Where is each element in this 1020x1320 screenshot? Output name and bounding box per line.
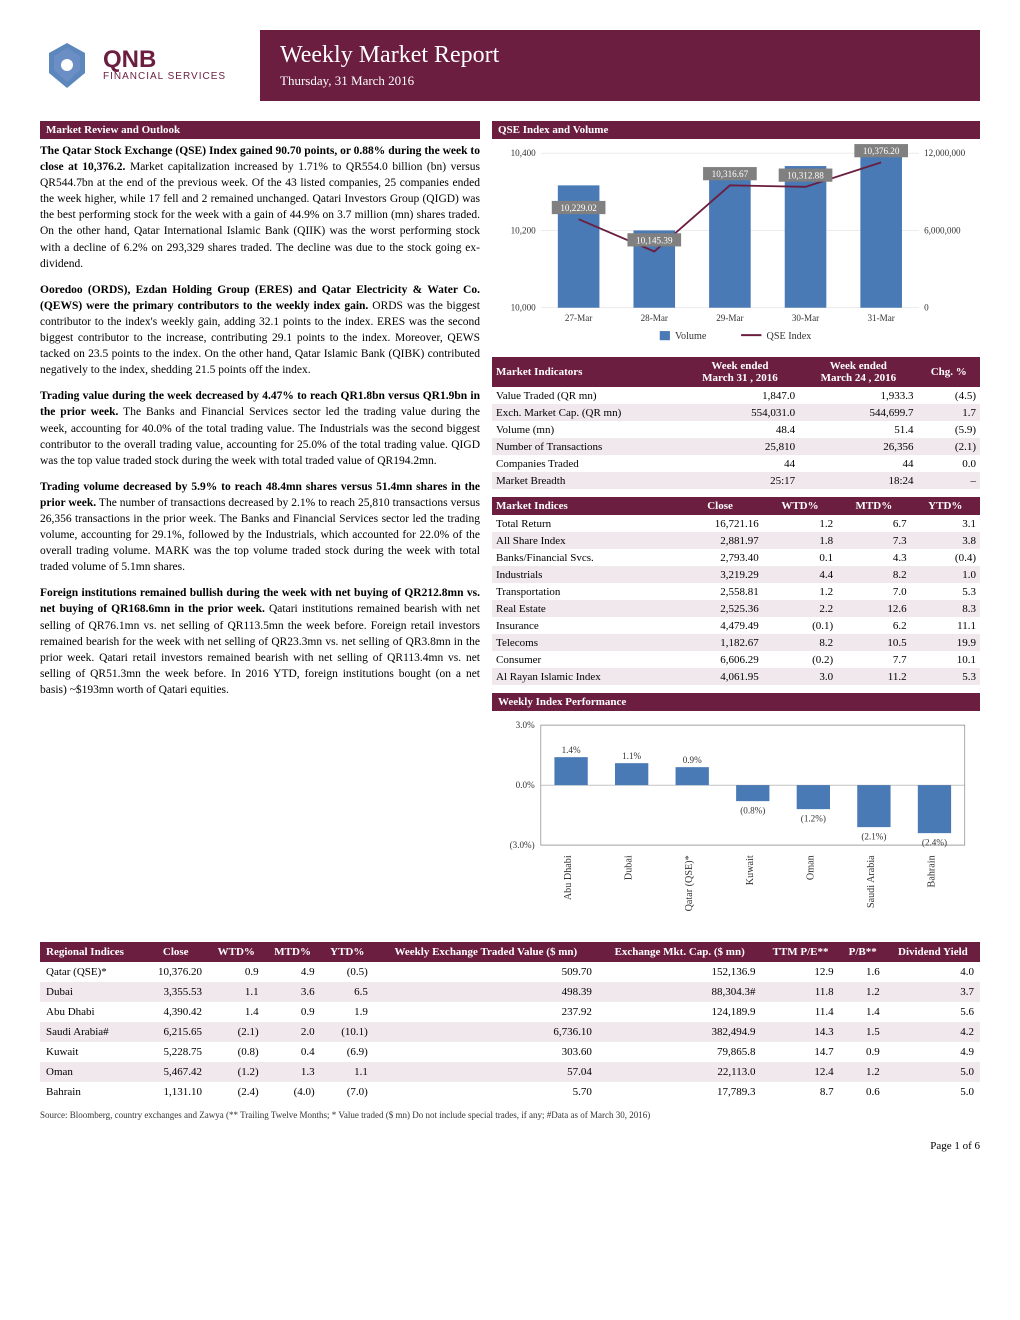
market-indices-table: Market IndicesCloseWTD%MTD%YTD%Total Ret… xyxy=(492,497,980,685)
svg-text:Bahrain: Bahrain xyxy=(926,856,937,888)
table-row: Kuwait5,228.75(0.8)0.4(6.9)303.6079,865.… xyxy=(40,1042,980,1062)
qse-index-header: QSE Index and Volume xyxy=(492,121,980,139)
svg-text:Saudi Arabia: Saudi Arabia xyxy=(866,855,877,908)
report-date: Thursday, 31 March 2016 xyxy=(280,73,960,89)
svg-text:27-Mar: 27-Mar xyxy=(565,313,592,323)
table-row: Real Estate2,525.362.212.68.3 xyxy=(492,600,980,617)
regional-indices-table: Regional IndicesCloseWTD%MTD%YTD%Weekly … xyxy=(40,942,980,1102)
svg-text:1.1%: 1.1% xyxy=(622,751,641,761)
table-row: Dubai3,355.531.13.66.5498.3988,304.3#11.… xyxy=(40,982,980,1002)
svg-text:Abu Dhabi: Abu Dhabi xyxy=(563,855,574,900)
qse-index-volume-chart: 10,000 10,200 10,400 0 6,000,000 12,000,000 10… xyxy=(492,143,980,346)
weekly-perf-header: Weekly Index Performance xyxy=(492,693,980,711)
table-row: Banks/Financial Svcs.2,793.400.14.3(0.4) xyxy=(492,549,980,566)
body-paragraph: Trading volume decreased by 5.9% to reac… xyxy=(40,479,480,576)
source-note: Source: Bloomberg, country exchanges and… xyxy=(40,1110,980,1120)
table-row: Exch. Market Cap. (QR mn)554,031.0544,69… xyxy=(492,404,980,421)
svg-text:30-Mar: 30-Mar xyxy=(792,313,819,323)
table-row: Telecoms1,182.678.210.519.9 xyxy=(492,634,980,651)
svg-text:10,145.39: 10,145.39 xyxy=(636,235,673,245)
table-row: Oman5,467.42(1.2)1.31.157.0422,113.012.4… xyxy=(40,1062,980,1082)
table-row: Volume (mn)48.451.4(5.9) xyxy=(492,421,980,438)
body-paragraph: Ooredoo (ORDS), Ezdan Holding Group (ERE… xyxy=(40,282,480,379)
logo-block: QNB FINANCIAL SERVICES xyxy=(40,38,260,93)
svg-text:(2.1%): (2.1%) xyxy=(861,832,886,842)
svg-text:Oman: Oman xyxy=(805,856,816,881)
table-row: All Share Index2,881.971.87.33.8 xyxy=(492,532,980,549)
svg-text:Kuwait: Kuwait xyxy=(745,855,756,885)
page-number: Page 1 of 6 xyxy=(930,1140,980,1152)
svg-text:Volume: Volume xyxy=(675,331,707,342)
svg-text:6,000,000: 6,000,000 xyxy=(924,225,961,235)
table-row: Consumer6,606.29(0.2)7.710.1 xyxy=(492,651,980,668)
table-row: Number of Transactions25,81026,356(2.1) xyxy=(492,438,980,455)
table-row: Market Breadth25:1718:24– xyxy=(492,472,980,489)
svg-text:(0.8%): (0.8%) xyxy=(740,806,765,816)
table-row: Industrials3,219.294.48.21.0 xyxy=(492,566,980,583)
body-paragraph: Trading value during the week decreased … xyxy=(40,388,480,468)
svg-text:29-Mar: 29-Mar xyxy=(716,313,743,323)
svg-text:Qatar (QSE)*: Qatar (QSE)* xyxy=(684,856,695,912)
page-footer: Page 1 of 6 xyxy=(40,1140,980,1152)
svg-text:10,400: 10,400 xyxy=(511,148,537,158)
svg-text:(3.0%): (3.0%) xyxy=(510,841,535,851)
svg-text:10,312.88: 10,312.88 xyxy=(787,171,824,181)
body-paragraph: Foreign institutions remained bullish du… xyxy=(40,585,480,698)
svg-text:QSE Index: QSE Index xyxy=(766,331,811,342)
body-paragraphs: The Qatar Stock Exchange (QSE) Index gai… xyxy=(40,143,480,698)
report-header: QNB FINANCIAL SERVICES Weekly Market Rep… xyxy=(40,30,980,101)
table-row: Insurance4,479.49(0.1)6.211.1 xyxy=(492,617,980,634)
body-paragraph: The Qatar Stock Exchange (QSE) Index gai… xyxy=(40,143,480,272)
qnb-logo-icon xyxy=(40,38,95,93)
right-column: QSE Index and Volume 10,000 10,200 10,400 0… xyxy=(492,121,980,930)
table-row: Abu Dhabi4,390.421.40.91.9237.92124,189.… xyxy=(40,1002,980,1022)
svg-text:10,000: 10,000 xyxy=(511,303,537,313)
svg-text:10,200: 10,200 xyxy=(511,225,537,235)
title-bar: Weekly Market Report Thursday, 31 March … xyxy=(260,30,980,101)
svg-text:10,316.67: 10,316.67 xyxy=(712,169,749,179)
svg-text:31-Mar: 31-Mar xyxy=(867,313,894,323)
left-column: Market Review and Outlook The Qatar Stoc… xyxy=(40,121,480,930)
content-columns: Market Review and Outlook The Qatar Stoc… xyxy=(40,121,980,930)
svg-text:0: 0 xyxy=(924,303,929,313)
svg-text:0.9%: 0.9% xyxy=(683,755,702,765)
table-row: Saudi Arabia#6,215.65(2.1)2.0(10.1)6,736… xyxy=(40,1022,980,1042)
svg-text:12,000,000: 12,000,000 xyxy=(924,148,966,158)
svg-text:0.0%: 0.0% xyxy=(516,781,535,791)
table-row: Qatar (QSE)*10,376.200.94.9(0.5)509.7015… xyxy=(40,962,980,982)
svg-text:28-Mar: 28-Mar xyxy=(641,313,668,323)
table-row: Value Traded (QR mn)1,847.01,933.3(4.5) xyxy=(492,387,980,404)
table-row: Total Return16,721.161.26.73.1 xyxy=(492,515,980,532)
svg-text:1.4%: 1.4% xyxy=(562,745,581,755)
svg-text:(2.4%): (2.4%) xyxy=(922,838,947,848)
market-indicators-table: Market IndicatorsWeek ended March 31 , 2… xyxy=(492,357,980,489)
svg-text:3.0%: 3.0% xyxy=(516,721,535,731)
weekly-performance-chart: (3.0%) 0.0% 3.0% 1.4% 1.1% 0.9% (0.8%) (1.2%) (2… xyxy=(492,715,980,918)
svg-text:10,229.02: 10,229.02 xyxy=(560,203,597,213)
logo-subtitle: FINANCIAL SERVICES xyxy=(103,71,226,82)
svg-text:10,376.20: 10,376.20 xyxy=(863,146,900,156)
logo-text: QNB FINANCIAL SERVICES xyxy=(103,49,226,82)
logo-brand: QNB xyxy=(103,49,226,71)
table-row: Transportation2,558.811.27.05.3 xyxy=(492,583,980,600)
table-row: Companies Traded44440.0 xyxy=(492,455,980,472)
svg-text:(1.2%): (1.2%) xyxy=(801,814,826,824)
table-row: Al Rayan Islamic Index4,061.953.011.25.3 xyxy=(492,668,980,685)
report-title: Weekly Market Report xyxy=(280,42,960,69)
market-review-header: Market Review and Outlook xyxy=(40,121,480,139)
svg-text:Dubai: Dubai xyxy=(624,855,635,880)
table-row: Bahrain1,131.10(2.4)(4.0)(7.0)5.7017,789… xyxy=(40,1082,980,1102)
